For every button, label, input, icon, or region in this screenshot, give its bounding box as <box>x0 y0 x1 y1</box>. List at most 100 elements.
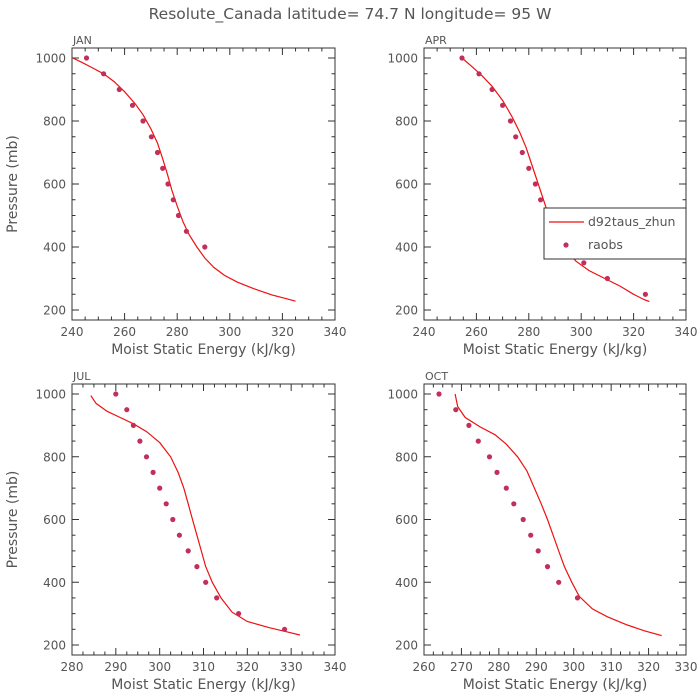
panel-title: OCT <box>425 370 448 383</box>
data-point-raobs <box>148 134 154 140</box>
y-tick-label: 800 <box>43 115 66 129</box>
x-tick-label: 320 <box>236 660 259 674</box>
y-tick-label: 400 <box>43 241 66 255</box>
data-point-raobs <box>526 165 532 171</box>
data-point-raobs <box>150 469 156 475</box>
data-point-raobs <box>194 564 200 570</box>
x-tick-label: 330 <box>675 660 698 674</box>
data-point-raobs <box>544 564 551 570</box>
y-tick-label: 200 <box>395 639 418 653</box>
panel-oct: OCT 260 270 280 290 300 310 320 330 200 400 600 800 1… <box>387 370 697 693</box>
data-point-raobs <box>466 422 472 428</box>
legend-label-obs: raobs <box>588 237 623 252</box>
y-tick-label: 200 <box>43 639 66 653</box>
data-point-raobs <box>130 422 136 428</box>
x-tick-label: 280 <box>166 325 189 339</box>
series-line-d92taus_zhun <box>461 57 650 303</box>
x-tick-label: 280 <box>517 325 540 339</box>
data-point-raobs <box>520 516 526 523</box>
x-tick-label: 260 <box>113 325 136 339</box>
data-point-raobs <box>486 454 493 460</box>
y-tick-label: 600 <box>395 178 418 192</box>
legend-label-model: d92taus_zhun <box>588 214 675 229</box>
data-point-raobs <box>143 454 150 460</box>
data-point-raobs <box>124 407 130 413</box>
x-tick-label: 320 <box>637 660 660 674</box>
x-tick-label: 280 <box>61 660 84 674</box>
y-tick-label: 400 <box>43 576 66 590</box>
series-line-d92taus_zhun <box>90 395 301 636</box>
panel-title: JAN <box>72 34 92 47</box>
y-axis-label: Pressure (mb) <box>5 471 21 569</box>
y-axis-label: Pressure (mb) <box>5 135 21 233</box>
x-tick-label: 310 <box>600 660 623 674</box>
y-tick-label: 800 <box>43 450 66 464</box>
data-point-raobs <box>519 149 525 156</box>
data-point-raobs <box>236 611 242 617</box>
data-point-raobs <box>170 197 176 203</box>
series-line-d92taus_zhun <box>72 57 296 302</box>
data-point-raobs <box>532 181 539 187</box>
x-tick-label: 270 <box>450 660 473 674</box>
y-tick-label: 600 <box>395 513 418 527</box>
y-tick-label: 800 <box>395 115 418 129</box>
data-point-raobs <box>511 501 517 507</box>
data-point-raobs <box>137 438 143 444</box>
x-tick-label: 260 <box>413 660 436 674</box>
data-point-raobs <box>494 469 500 475</box>
y-tick-label: 1000 <box>35 388 66 402</box>
plot-frame <box>71 383 336 656</box>
y-tick-label: 200 <box>43 304 66 318</box>
x-tick-label: 340 <box>324 325 347 339</box>
series-line-d92taus_zhun <box>454 393 662 637</box>
x-axis-label: Moist Static Energy (kJ/kg) <box>111 677 296 693</box>
panel-jan: JAN 240 260 280 300 320 340 200 400 600 800 1000 Moi… <box>5 34 346 358</box>
data-point-raobs <box>574 595 581 601</box>
data-point-raobs <box>129 102 136 108</box>
data-point-raobs <box>160 165 166 171</box>
panel-jul: JUL 280 290 300 310 320 330 340 200 400 600 800 1000… <box>5 370 346 693</box>
data-point-raobs <box>202 244 208 250</box>
data-point-raobs <box>116 86 122 93</box>
x-tick-label: 290 <box>104 660 127 674</box>
x-tick-label: 240 <box>61 325 84 339</box>
data-point-raobs <box>476 71 482 77</box>
x-tick-label: 330 <box>280 660 303 674</box>
y-tick-label: 400 <box>395 576 418 590</box>
data-point-raobs <box>83 55 90 61</box>
x-tick-label: 340 <box>324 660 347 674</box>
x-tick-label: 260 <box>465 325 488 339</box>
data-point-raobs <box>101 71 107 77</box>
data-point-raobs <box>581 260 587 266</box>
data-point-raobs <box>183 228 189 234</box>
x-tick-label: 300 <box>570 325 593 339</box>
plot-frame <box>71 47 336 321</box>
x-axis-label: Moist Static Energy (kJ/kg) <box>111 342 296 358</box>
data-point-raobs <box>176 532 182 538</box>
y-tick-label: 800 <box>395 450 418 464</box>
x-axis-label: Moist Static Energy (kJ/kg) <box>463 342 648 358</box>
legend-point-swatch <box>563 242 569 248</box>
data-point-raobs <box>436 391 442 397</box>
data-point-raobs <box>556 579 562 585</box>
data-point-raobs <box>163 501 169 507</box>
figure-title: Resolute_Canada latitude= 74.7 N longitu… <box>149 5 552 24</box>
x-tick-label: 240 <box>413 325 436 339</box>
data-point-raobs <box>165 181 171 187</box>
plot-frame <box>423 383 687 656</box>
data-point-raobs <box>459 55 465 61</box>
legend-box <box>543 207 687 260</box>
panel-apr: APR 240 260 280 300 320 340 200 400 600 800 1000 Moi… <box>387 34 697 358</box>
x-axis-label: Moist Static Energy (kJ/kg) <box>463 677 648 693</box>
y-tick-label: 200 <box>395 304 418 318</box>
data-point-raobs <box>642 291 649 297</box>
y-tick-label: 400 <box>395 241 418 255</box>
data-point-raobs <box>528 532 534 538</box>
x-tick-label: 320 <box>622 325 645 339</box>
data-point-raobs <box>170 516 176 523</box>
data-point-raobs <box>507 118 514 124</box>
plot-frame <box>423 47 687 321</box>
data-point-raobs <box>513 134 519 140</box>
x-tick-label: 290 <box>525 660 548 674</box>
